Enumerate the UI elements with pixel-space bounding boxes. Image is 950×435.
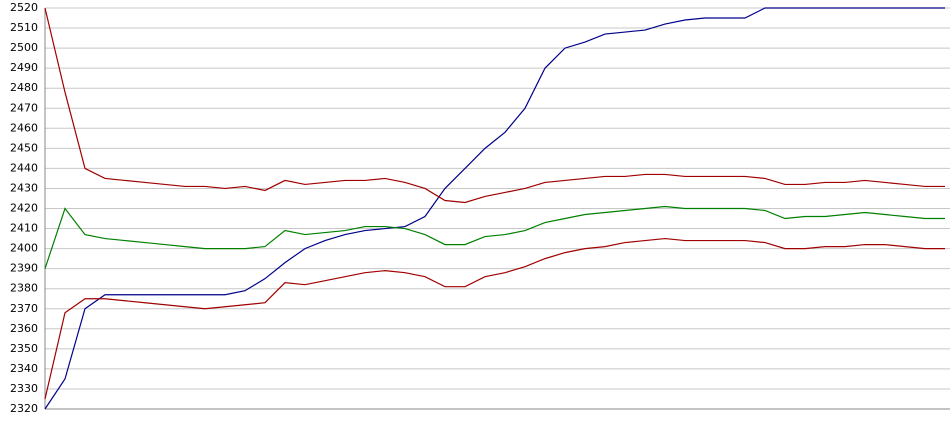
y-tick-label: 2480 [10, 81, 38, 94]
y-tick-label: 2330 [10, 382, 38, 395]
y-tick-label: 2420 [10, 202, 38, 215]
y-tick-label: 2440 [10, 161, 38, 174]
y-tick-label: 2390 [10, 262, 38, 275]
y-tick-label: 2350 [10, 342, 38, 355]
series-line [44, 7, 945, 410]
y-tick-label: 2490 [10, 61, 38, 74]
y-tick-label: 2360 [10, 322, 38, 335]
y-tick-label: 2400 [10, 242, 38, 255]
y-tick-label: 2370 [10, 302, 38, 315]
series-line [44, 237, 945, 400]
y-tick-label: 2380 [10, 282, 38, 295]
y-tick-label: 2450 [10, 141, 38, 154]
y-tick-label: 2500 [10, 41, 38, 54]
y-tick-label: 2520 [10, 1, 38, 14]
y-tick-label: 2430 [10, 181, 38, 194]
y-tick-label: 2340 [10, 362, 38, 375]
y-tick-label: 2320 [10, 402, 38, 415]
y-tick-label: 2510 [10, 21, 38, 34]
y-tick-label: 2410 [10, 222, 38, 235]
y-tick-label: 2470 [10, 101, 38, 114]
y-tick-label: 2460 [10, 121, 38, 134]
series-line [44, 7, 945, 204]
series-line [44, 205, 945, 269]
